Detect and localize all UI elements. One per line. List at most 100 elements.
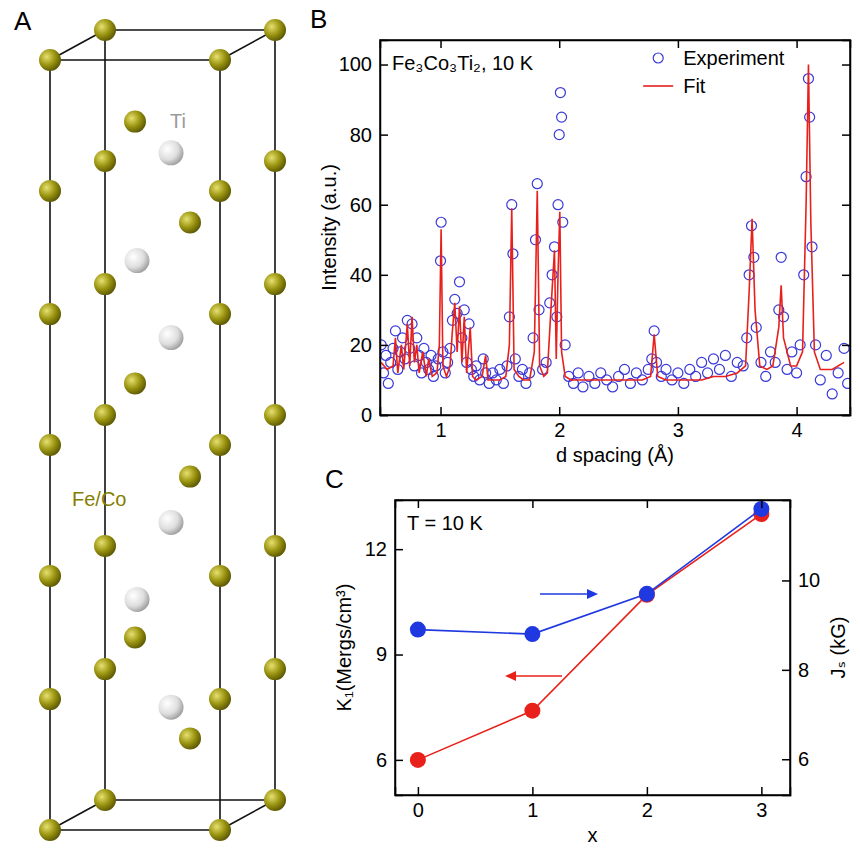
fe-co-atom (94, 789, 116, 811)
y-axis-tick-label: 9 (376, 643, 387, 665)
fe-co-atom (209, 688, 231, 710)
data-point-open (843, 378, 850, 388)
y-axis-tick-label: 12 (365, 538, 387, 560)
y2-axis-tick: 8 (782, 659, 809, 681)
panel-label: A (14, 6, 32, 36)
series-line (381, 65, 844, 380)
y-axis-tick: 80 (350, 124, 388, 146)
x-axis-tick-mark (532, 787, 534, 795)
x-axis-tick: 3 (756, 787, 767, 821)
ti-atom (159, 325, 184, 350)
y-axis-right-tick (842, 65, 850, 66)
data-point-open (714, 364, 724, 374)
fe-co-atom (264, 789, 286, 811)
y-axis-right-tick (842, 275, 850, 276)
annotation: Fe₃Co₃Ti₂, 10 K (392, 52, 534, 74)
data-point-open (619, 364, 629, 374)
panel-label: B (310, 4, 327, 34)
fe-co-atom (124, 111, 146, 133)
y-axis-tick-mark (395, 654, 403, 656)
fe-co-atom (39, 49, 61, 71)
data-point-open (827, 389, 837, 399)
data-point-open (815, 375, 825, 385)
data-point-open (673, 368, 683, 378)
y2-axis-tick: 6 (782, 748, 809, 770)
atom-label: Ti (170, 110, 186, 132)
y-axis-right-tick-mark (842, 275, 850, 277)
legend-label: Fit (683, 75, 706, 97)
x-axis-line (381, 407, 851, 416)
arrow-right-head (587, 589, 598, 599)
y-axis-tick: 0 (361, 404, 388, 426)
plot-area (380, 65, 850, 399)
x-axis-top-tick-mark (796, 40, 798, 48)
y-axis-right-tick (842, 205, 850, 206)
x-axis-tick-mark (761, 787, 763, 795)
y-axis-right-tick-mark (842, 345, 850, 347)
fe-co-atom (209, 180, 231, 202)
y-axis-right-tick-mark (842, 204, 850, 206)
x-axis-top-tick-mark (678, 40, 680, 48)
data-point (410, 622, 426, 638)
data-point (524, 703, 540, 719)
y-axis-tick-mark (380, 275, 388, 277)
y2-axis-tick-mark (782, 670, 790, 672)
y-axis-tick-label: 6 (376, 749, 387, 771)
y-axis-line (381, 41, 389, 416)
data-point-open (554, 130, 564, 140)
fe-co-atom (94, 535, 116, 557)
fe-co-atom (209, 49, 231, 71)
x-axis-tick: 2 (554, 407, 565, 441)
data-point-open (776, 252, 786, 262)
annotation: T = 10 K (407, 512, 483, 534)
plot-frame (380, 40, 850, 415)
x-axis-top-tick (647, 500, 648, 508)
fe-co-atom (94, 150, 116, 172)
arrow-left (513, 675, 562, 677)
data-point (639, 587, 655, 603)
x-axis-line (396, 787, 791, 796)
x-axis-tick-label: 2 (642, 799, 653, 821)
y-axis-title: K₁(Mergs/cm³) (333, 584, 355, 712)
panel-label: C (325, 464, 344, 494)
fe-co-atom (179, 212, 201, 234)
y2-axis-tick-label: 10 (798, 569, 820, 591)
y-axis-right-tick-mark (842, 134, 850, 136)
y-axis-tick-label: 100 (339, 53, 372, 75)
x-axis-title: d spacing (Å) (556, 444, 674, 466)
fe-co-atom (124, 372, 146, 394)
data-point-open (555, 88, 565, 98)
y-axis-right-tick-mark (842, 415, 850, 417)
x-axis-tick-mark (796, 407, 798, 415)
x-axis-top-tick (761, 500, 762, 508)
x-axis-top-tick (532, 500, 533, 508)
ti-atom (125, 587, 150, 612)
y-axis-tick-mark (380, 204, 388, 206)
data-point (524, 626, 540, 642)
fe-co-atom (39, 434, 61, 456)
fe-co-atom (209, 565, 231, 587)
cell-edge (105, 29, 275, 31)
axis-arrows (505, 589, 598, 681)
y-axis-right-line (842, 41, 851, 416)
y-axis-tick-label: 80 (350, 124, 372, 146)
y2-axis-tick-label: 6 (798, 748, 809, 770)
data-point-open (578, 382, 588, 392)
ti-atom (159, 695, 184, 720)
legend-label: Experiment (683, 47, 785, 69)
fe-co-atom (264, 273, 286, 295)
data-point (639, 586, 655, 602)
fe-co-atom (124, 627, 146, 649)
arrow-left-head (505, 671, 516, 681)
fe-co-atom (39, 819, 61, 841)
legend: Experiment Fit (643, 47, 785, 97)
fe-co-atom (264, 658, 286, 680)
fe-co-atom (94, 273, 116, 295)
data-point (753, 501, 769, 517)
x-axis-top-tick-mark (418, 500, 420, 508)
figure: ATiFe/Co1234020406080100d spacing (Å)Int… (0, 0, 860, 848)
ti-atom (159, 140, 184, 165)
data-point-open (436, 217, 446, 227)
x-axis: 1234 (381, 407, 851, 441)
fe-co-atom (209, 434, 231, 456)
